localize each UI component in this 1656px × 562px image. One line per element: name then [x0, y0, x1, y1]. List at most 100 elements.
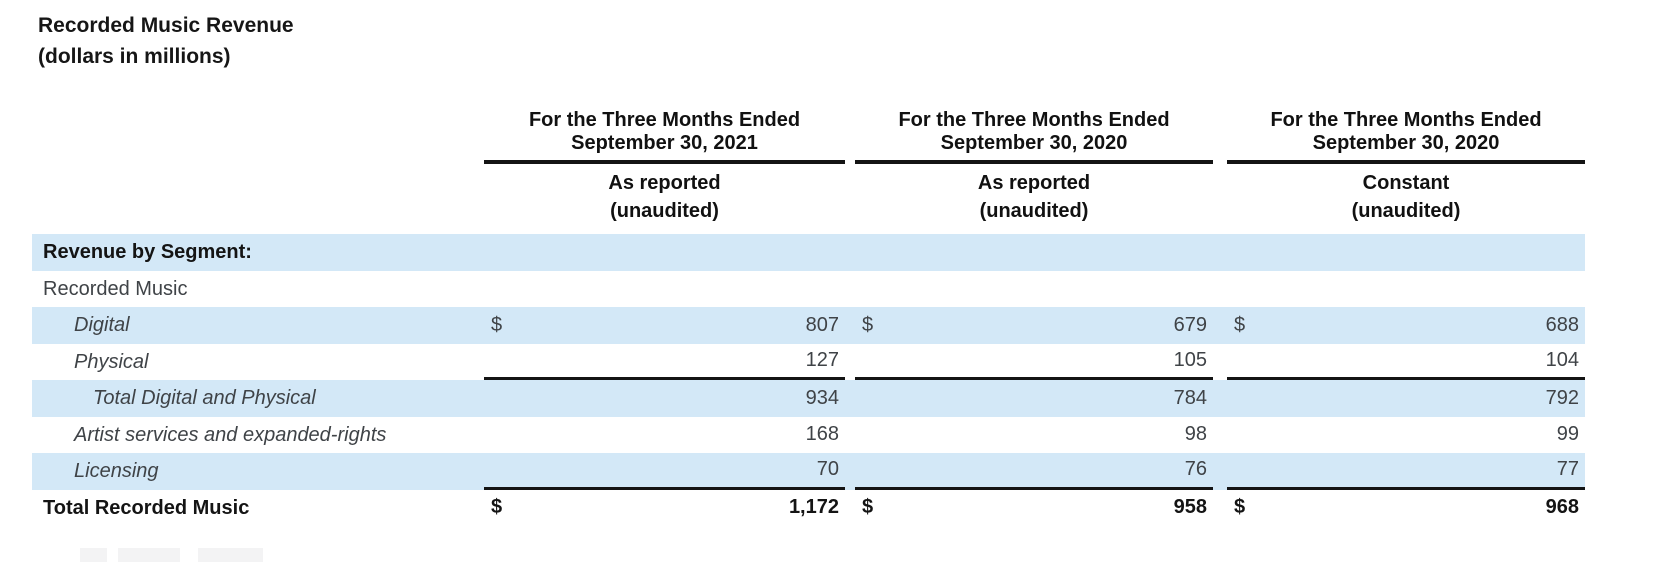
row-label: Total Recorded Music [43, 496, 250, 519]
table-row-total-recorded-music: Total Recorded Music $ 1,172 $ 958 $ 968 [32, 490, 1585, 527]
value-cell: $ 807 [484, 307, 845, 344]
column-gutter [845, 196, 855, 224]
value-2021: 1,172 [788, 496, 839, 519]
row-label: Recorded Music [43, 277, 188, 300]
column-gutter [1213, 380, 1227, 417]
cutoff-content-fragment [80, 548, 107, 562]
column-gutter [845, 170, 855, 196]
value-cell: 77 [1227, 453, 1585, 490]
column-gutter [1213, 344, 1227, 381]
header-spacer [32, 109, 484, 164]
dollar-sign: $ [862, 313, 874, 336]
audit-note: (unaudited) [979, 200, 1089, 222]
value-cell: 934 [484, 380, 845, 417]
table-row-licensing: Licensing 70 76 77 [32, 453, 1585, 490]
value-2021: 127 [805, 348, 839, 371]
column-gutter [1213, 271, 1227, 308]
column-gutter [845, 380, 855, 417]
table-row-total-digital-physical: Total Digital and Physical 934 784 792 [32, 380, 1585, 417]
column-header-2020-constant: For the Three Months Ended September 30,… [1227, 109, 1585, 164]
page-title: Recorded Music Revenue [38, 14, 294, 37]
empty-cell [1227, 234, 1585, 271]
period-label: For the Three Months Ended [898, 109, 1170, 131]
basis-label: As reported [608, 172, 721, 194]
value-cell: 70 [484, 453, 845, 490]
value-2021: 70 [816, 458, 839, 481]
dollar-sign: $ [862, 496, 874, 519]
dollar-sign: $ [1234, 313, 1246, 336]
column-gutter [1213, 196, 1227, 224]
value-cell: $ 968 [1227, 490, 1585, 527]
period-date: September 30, 2021 [571, 132, 758, 154]
value-cell: 784 [855, 380, 1213, 417]
table-row-artist-services: Artist services and expanded-rights 168 … [32, 417, 1585, 454]
value-2020-reported: 105 [1173, 348, 1207, 371]
period-label: For the Three Months Ended [528, 109, 801, 131]
column-gutter [1213, 170, 1227, 196]
page-subtitle: (dollars in millions) [38, 45, 231, 68]
period-label: For the Three Months Ended [1270, 109, 1542, 131]
empty-cell [484, 234, 845, 271]
basis-label: As reported [977, 172, 1091, 194]
value-cell: $ 1,172 [484, 490, 845, 527]
row-label: Physical [74, 350, 149, 373]
value-2020-reported: 76 [1184, 458, 1207, 481]
value-cell: $ 679 [855, 307, 1213, 344]
header-spacer [32, 170, 484, 196]
value-cell: 792 [1227, 380, 1585, 417]
column-gutter [1213, 307, 1227, 344]
value-2020-constant: 104 [1545, 348, 1579, 371]
empty-cell [484, 271, 845, 308]
value-2021: 934 [805, 386, 839, 409]
table-body: Revenue by Segment: Recorded Music Digit… [32, 234, 1585, 526]
value-2020-reported: 679 [1173, 313, 1207, 336]
column-header-2020-as-reported: For the Three Months Ended September 30,… [855, 109, 1213, 164]
value-cell: 98 [855, 417, 1213, 454]
value-2020-constant: 792 [1545, 386, 1579, 409]
cutoff-content-fragment [118, 548, 180, 562]
basis-label: Constant [1362, 172, 1450, 194]
period-date: September 30, 2020 [940, 132, 1128, 154]
table-row-digital: Digital $ 807 $ 679 $ 688 [32, 307, 1585, 344]
column-gutter [845, 109, 855, 164]
row-label: Licensing [74, 460, 159, 482]
value-2020-constant: 968 [1545, 496, 1579, 519]
column-gutter [1213, 490, 1227, 527]
column-gutter [845, 453, 855, 490]
column-gutter [1213, 234, 1227, 271]
value-cell: 104 [1227, 344, 1585, 380]
audit-note: (unaudited) [610, 200, 719, 222]
value-2020-reported: 784 [1173, 386, 1207, 409]
column-gutter [845, 307, 855, 344]
table-title-block: Recorded Music Revenue (dollars in milli… [32, 10, 1585, 72]
value-2020-constant: 688 [1545, 313, 1579, 336]
table-row-recorded-music: Recorded Music [32, 271, 1585, 308]
row-label: Artist services and expanded-rights [74, 423, 387, 446]
value-cell: 76 [855, 453, 1213, 490]
empty-cell [855, 234, 1213, 271]
table-header-periods: For the Three Months Ended September 30,… [32, 109, 1585, 164]
table-row-physical: Physical 127 105 104 [32, 344, 1585, 381]
column-gutter [845, 490, 855, 527]
value-2020-reported: 98 [1184, 423, 1207, 446]
value-cell: $ 958 [855, 490, 1213, 527]
header-spacer [32, 196, 484, 224]
column-gutter [845, 271, 855, 308]
value-cell: 168 [484, 417, 845, 454]
table-row-section-header: Revenue by Segment: [32, 234, 1585, 271]
cutoff-content-fragment [198, 548, 263, 562]
table-header-audit-note: (unaudited) (unaudited) (unaudited) [32, 196, 1585, 224]
value-2021: 807 [805, 313, 839, 336]
dollar-sign: $ [1234, 496, 1246, 519]
empty-cell [855, 271, 1213, 308]
table-header-basis: As reported As reported Constant [32, 170, 1585, 196]
column-header-2021-as-reported: For the Three Months Ended September 30,… [484, 109, 845, 164]
column-gutter [1213, 109, 1227, 164]
value-cell: 99 [1227, 417, 1585, 454]
value-cell: 127 [484, 344, 845, 380]
column-gutter [845, 234, 855, 271]
column-gutter [845, 344, 855, 381]
revenue-table-section: Recorded Music Revenue (dollars in milli… [32, 10, 1585, 526]
dollar-sign: $ [491, 313, 503, 336]
